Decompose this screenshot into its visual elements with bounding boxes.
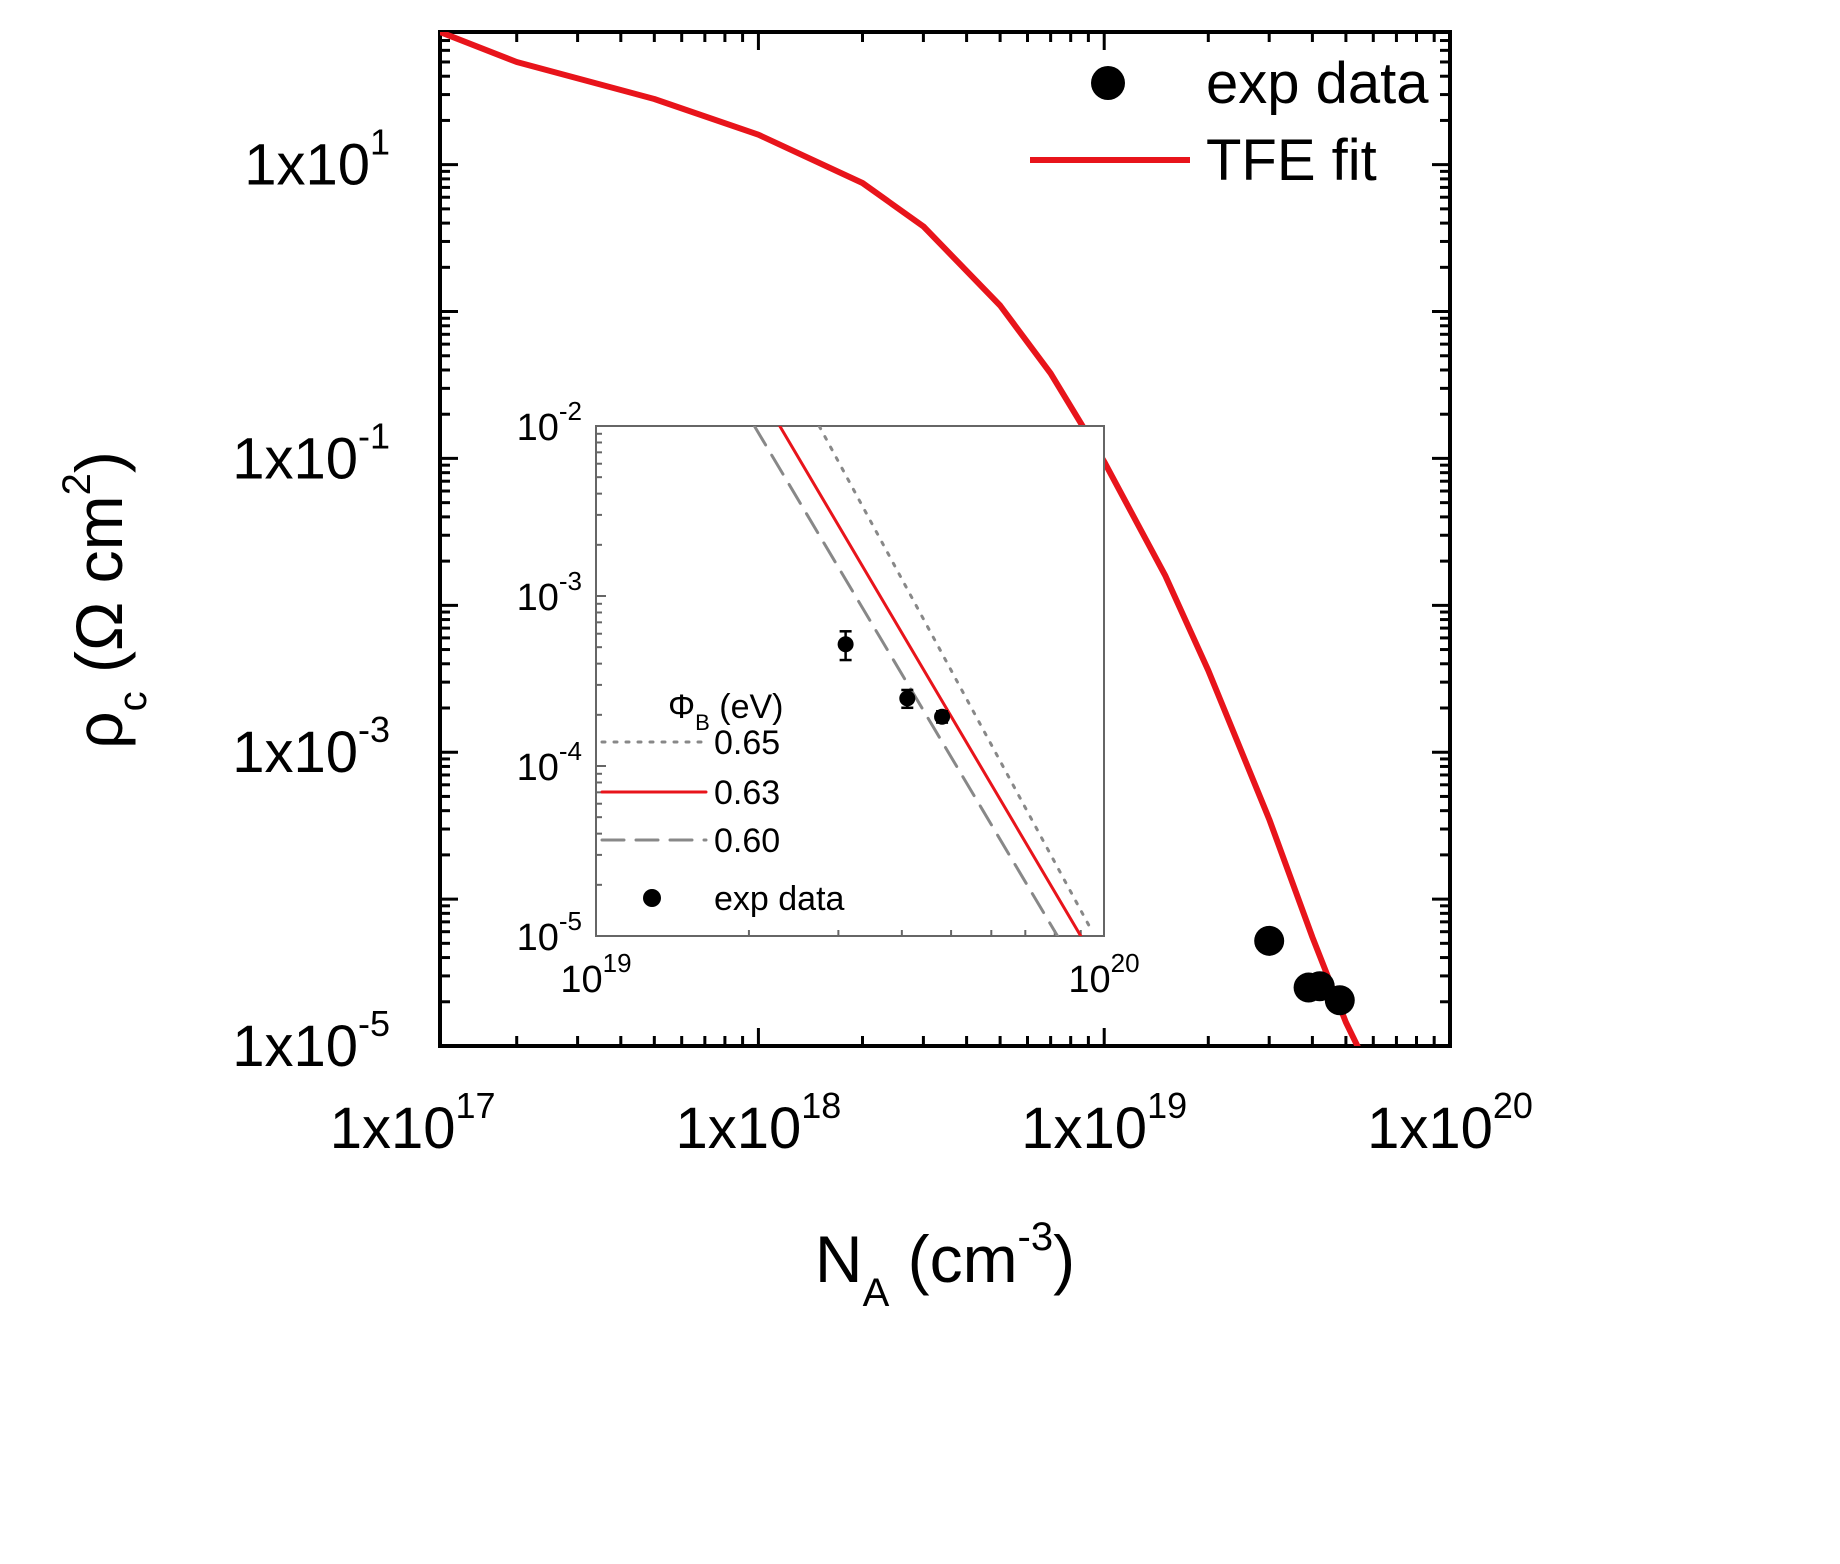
exp-data-point: [1254, 925, 1285, 956]
tick-exponent: 18: [801, 1085, 841, 1126]
tick-base: 1x10: [675, 1096, 801, 1161]
inset-legend: ΦB (eV)0.65 0.63 0.60 exp data: [600, 688, 845, 918]
tick-base: 1x10: [330, 1096, 456, 1161]
inset-y-tick-label: 10-3: [517, 566, 582, 619]
inset-legend-label: 0.63: [714, 774, 780, 812]
main-plot-frame: [438, 30, 1452, 1048]
tick-exponent: -3: [358, 709, 390, 750]
inset-y-tick-label: 10-4: [517, 736, 582, 789]
tfe-fit-line: [440, 32, 1361, 1046]
inset-legend-title-rest: (eV): [710, 688, 784, 726]
inset-y-tick-label: 10-2: [517, 396, 582, 449]
inset-x-tick-label: 1019: [560, 948, 631, 1001]
main-x-tick-label: 1x1018: [675, 1085, 841, 1161]
inset-legend-label: 0.65: [714, 724, 780, 762]
inset-plot-frame: [595, 425, 1105, 937]
y-axis-title-exp: 2: [55, 473, 99, 495]
inset-exp-data-point: [934, 708, 951, 725]
tick-exponent: 17: [455, 1085, 495, 1126]
tick-base: 10: [517, 577, 559, 619]
main-y-tick-label: 1x10-1: [232, 415, 390, 491]
x-axis-title-main: N: [815, 1222, 863, 1296]
y-axis-title-group: ρc (Ω cm2): [55, 451, 155, 749]
x-axis-title-sub: A: [863, 1271, 890, 1315]
inset-line-0-65: [817, 426, 1095, 934]
tick-exponent: 19: [1147, 1085, 1187, 1126]
tick-exponent: 20: [1111, 948, 1140, 978]
x-axis-title: NA (cm-3): [815, 1215, 1075, 1315]
tick-base: 10: [517, 917, 559, 959]
main-y-tick-label: 1x10-3: [232, 709, 390, 785]
tick-base: 10: [1068, 959, 1110, 1001]
tick-exponent: -1: [358, 415, 390, 456]
inset-exp-data-point: [899, 690, 916, 707]
tick-base: 1x10: [244, 133, 370, 198]
inset-minor-ticks: [595, 432, 1105, 937]
tick-exponent: -2: [559, 396, 582, 426]
x-axis-title-exp: -3: [1018, 1215, 1054, 1259]
tick-exponent: -5: [358, 1003, 390, 1044]
tick-exponent: -5: [559, 906, 582, 936]
tick-base: 1x10: [232, 720, 358, 785]
main-y-tick-label: 1x101: [244, 122, 390, 198]
tick-exponent: 19: [603, 948, 632, 978]
main-x-tick-label: 1x1019: [1021, 1085, 1187, 1161]
tick-base: 1x10: [1367, 1096, 1493, 1161]
x-axis-title-unit: (cm: [889, 1222, 1017, 1296]
y-axis-title-sub: c: [111, 691, 155, 711]
inset-y-tick-label: 10-5: [517, 906, 582, 959]
tick-base: 1x10: [232, 1014, 358, 1079]
tick-base: 10: [517, 747, 559, 789]
y-axis-title: ρc (Ω cm2): [55, 451, 155, 749]
main-legend: exp data TFE fit: [1030, 51, 1429, 193]
exp-data-point: [1324, 985, 1355, 1016]
inset-legend-label-exp-data: exp data: [714, 880, 845, 918]
inset-exp-data-point: [837, 636, 854, 653]
inset-legend-label: 0.60: [714, 822, 780, 860]
y-axis-title-unit: (Ω cm: [62, 495, 136, 691]
y-axis-title-main: ρ: [62, 711, 136, 749]
inset-legend-title-main: Φ: [668, 688, 695, 726]
exp-data-point: [1293, 972, 1324, 1003]
inset-line-0-63: [778, 426, 1083, 936]
tick-exponent: 20: [1493, 1085, 1533, 1126]
y-axis-title-close: ): [62, 451, 136, 473]
tick-base: 1x10: [232, 426, 358, 491]
tick-base: 10: [517, 407, 559, 449]
tick-exponent: 1: [370, 122, 390, 163]
main-y-tick-label: 1x10-5: [232, 1003, 390, 1079]
x-axis-title-close: ): [1053, 1222, 1075, 1296]
inset-legend-title: ΦB (eV): [668, 688, 784, 735]
inset-legend-title-sub: B: [695, 710, 710, 735]
main-x-tick-label: 1x1020: [1367, 1085, 1533, 1161]
legend-marker-exp-data: [1091, 66, 1125, 100]
main-chart: 1x1017 1x1018 1x1019 1x10201x1011x10-11x10-…: [55, 30, 1533, 1315]
inset-legend-marker-exp-data: [643, 889, 661, 907]
tick-exponent: -4: [559, 736, 582, 766]
main-x-tick-label: 1x1017: [330, 1085, 496, 1161]
tick-exponent: -3: [559, 566, 582, 596]
legend-label-tfe-fit: TFE fit: [1206, 128, 1377, 193]
inset-x-tick-label: 1020: [1068, 948, 1139, 1001]
tick-base: 1x10: [1021, 1096, 1147, 1161]
inset-line-0-60: [752, 426, 1060, 936]
legend-label-exp-data: exp data: [1206, 51, 1429, 116]
tick-base: 10: [560, 959, 602, 1001]
